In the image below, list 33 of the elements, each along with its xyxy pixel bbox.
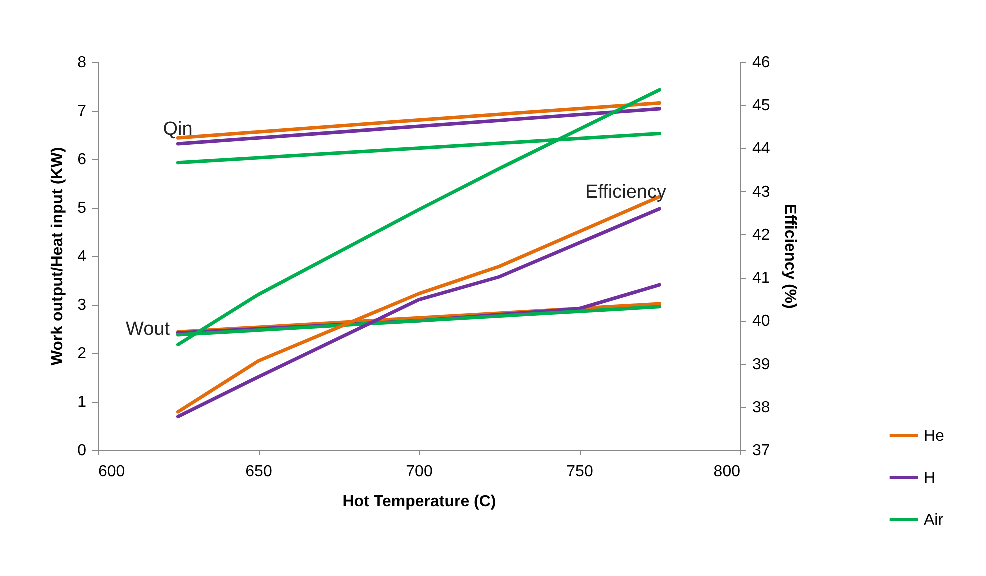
- y2-tick-label: 45: [752, 98, 770, 115]
- y2-tick-label: 41: [752, 270, 770, 288]
- y-tick-label: 2: [78, 346, 87, 362]
- y-tick-label: 1: [78, 394, 87, 411]
- x-axis-title: Hot Temperature (C): [342, 494, 496, 510]
- legend-label: He: [924, 428, 945, 445]
- legend-label: Air: [924, 512, 944, 529]
- y2-tick-label: 43: [752, 184, 770, 201]
- y-tick-label: 5: [78, 200, 87, 217]
- y2-tick-label: 46: [752, 54, 770, 72]
- x-tick-label: 800: [714, 464, 741, 480]
- y-axis-title: Work output/Heat input (KW): [50, 147, 67, 366]
- y-tick-label: 7: [78, 103, 87, 120]
- annotation: Qin: [163, 119, 193, 140]
- y2-tick-label: 40: [752, 313, 770, 330]
- legend-label: H: [924, 470, 936, 487]
- y-tick-label: 3: [78, 297, 87, 314]
- y2-tick-label: 38: [752, 399, 770, 416]
- y2-tick-label: 39: [752, 356, 770, 374]
- y2-tick-label: 44: [752, 140, 770, 158]
- y2-axis-title: Efficiency (%): [781, 204, 798, 309]
- y-tick-label: 4: [78, 248, 87, 266]
- y2-tick-label: 42: [752, 226, 770, 244]
- x-tick-label: 650: [246, 464, 272, 480]
- y-tick-label: 6: [78, 152, 87, 168]
- x-tick-label: 750: [566, 464, 594, 480]
- x-tick-label: 600: [98, 464, 126, 480]
- annotation: Efficiency: [586, 182, 667, 203]
- y2-tick-label: 37: [752, 442, 770, 460]
- annotation: Wout: [126, 319, 171, 340]
- y-tick-label: 0: [78, 442, 87, 460]
- x-tick-label: 700: [406, 464, 433, 480]
- y-tick-label: 8: [78, 54, 87, 72]
